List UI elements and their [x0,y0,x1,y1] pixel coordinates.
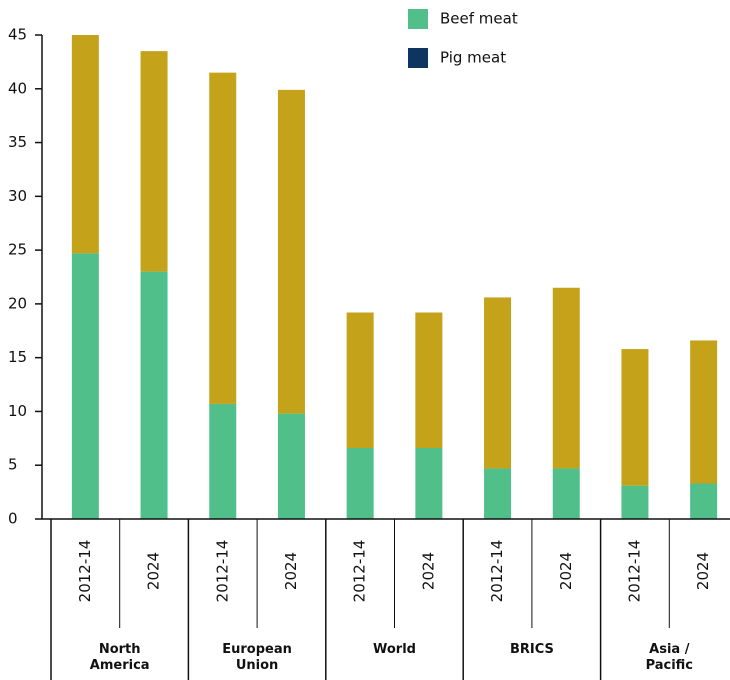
y-tick-label: 25 [8,241,27,259]
legend-swatch [408,48,428,68]
group-label: BRICS [509,642,554,657]
bar-segment [209,72,237,404]
group-label: World [373,642,416,657]
y-tick-label: 45 [8,26,27,44]
bar-segment [415,448,443,519]
bar-segment [140,51,168,272]
x-tick-label: 2012-14 [351,540,369,603]
bar-segment [71,35,99,254]
bar-segment [346,448,374,519]
x-tick-label: 2012-14 [213,540,231,603]
legend-swatch [408,9,428,29]
y-tick-label: 20 [8,294,27,312]
x-tick-label: 2012-14 [76,540,94,603]
y-tick-label: 5 [8,456,18,474]
x-tick-label: 2024 [694,552,712,590]
bar-segment [277,413,305,519]
bar-segment [71,253,99,520]
x-tick-label: 2024 [145,552,163,590]
group-label: Asia / Pacific [645,642,694,673]
y-tick-label: 35 [8,133,27,151]
bar-segment [484,297,512,469]
bar-segment [209,403,237,519]
group-label: North America [89,642,150,673]
bar-segment [415,312,443,449]
x-tick-label: 2024 [557,552,575,590]
bar-segment [621,349,649,486]
bar-segment [690,340,718,484]
x-tick-label: 2012-14 [625,540,643,603]
y-tick-label: 15 [8,348,27,366]
y-tick-label: 10 [8,402,27,420]
y-tick-label: 40 [8,79,27,97]
bar-segment [346,312,374,449]
legend-label: Pig meat [440,49,506,67]
bar-segment [484,468,512,519]
group-label: European Union [222,642,292,673]
bar-segment [552,468,580,519]
x-tick-label: 2012-14 [488,540,506,603]
bar-segment [277,89,305,414]
bar-segment [621,485,649,519]
x-tick-label: 2024 [282,552,300,590]
bar-segment [140,271,168,519]
y-tick-label: 0 [8,510,18,528]
legend-label: Beef meat [440,10,518,28]
y-tick-label: 30 [8,187,27,205]
bar-segment [690,483,718,519]
x-tick-label: 2024 [419,552,437,590]
bar-segment [552,287,580,469]
